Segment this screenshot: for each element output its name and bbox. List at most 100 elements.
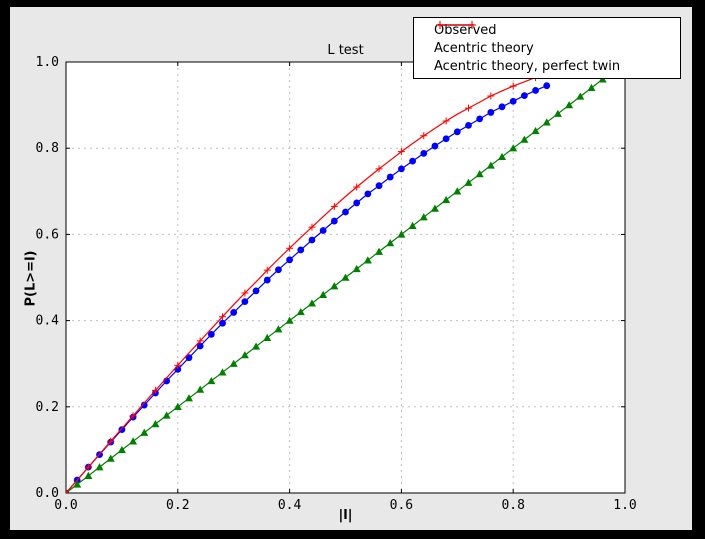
marker-circle	[520, 92, 528, 100]
marker-triangle-up	[95, 463, 104, 471]
marker-triangle-up	[464, 178, 473, 186]
marker-triangle-up	[587, 83, 596, 92]
marker-plus	[174, 361, 182, 369]
marker-plus	[263, 266, 271, 274]
marker-plus	[286, 244, 294, 252]
marker-circle	[308, 236, 316, 244]
marker-triangle-up	[218, 368, 227, 376]
marker-circle	[330, 217, 338, 225]
marker-plus	[442, 117, 450, 125]
marker-circle	[275, 266, 282, 274]
marker-triangle-up	[576, 92, 585, 100]
y-axis-label: P(L>=l)	[23, 250, 39, 307]
marker-circle	[386, 173, 394, 181]
x-tick-label: 0.6	[390, 498, 413, 513]
x-tick-label: 1.0	[613, 498, 636, 513]
marker-circle	[263, 276, 271, 284]
x-axis-label: |l|	[338, 508, 353, 523]
marker-triangle-up	[498, 152, 507, 161]
marker-triangle-up	[553, 109, 562, 117]
marker-circle	[196, 342, 204, 350]
marker-circle	[207, 330, 215, 338]
marker-circle	[118, 426, 126, 434]
marker-triangle-up	[285, 316, 294, 324]
chart-legend: Observed Acentric theory Acentric theory…	[413, 17, 681, 79]
marker-triangle-up	[565, 101, 574, 109]
marker-triangle-up	[386, 239, 395, 247]
marker-circle	[409, 157, 416, 165]
marker-triangle-up	[240, 351, 249, 359]
marker-plus	[151, 386, 159, 394]
marker-triangle-up	[106, 454, 115, 462]
marker-plus	[487, 92, 495, 100]
series-line-acentric-theory-perfect-twin	[66, 73, 547, 493]
marker-plus	[196, 337, 204, 345]
marker-plus	[464, 104, 472, 112]
marker-circle	[476, 115, 484, 123]
marker-circle	[465, 121, 472, 129]
marker-circle	[252, 287, 260, 295]
marker-plus	[375, 165, 383, 173]
y-tick-label: 0.4	[36, 314, 60, 329]
marker-circle	[241, 298, 249, 306]
marker-circle	[498, 103, 506, 111]
marker-triangle-up	[319, 290, 328, 298]
marker-triangle-up	[486, 161, 495, 169]
marker-triangle-up	[408, 221, 417, 229]
marker-triangle-up	[307, 299, 316, 307]
legend-entry-acentric-theory: Acentric theory	[414, 24, 680, 57]
legend-label-perfect-twin: Acentric theory, perfect twin	[434, 58, 621, 74]
marker-circle	[487, 109, 495, 116]
marker-triangle-up	[173, 402, 182, 410]
marker-circle	[185, 354, 193, 362]
marker-triangle-up	[140, 428, 149, 436]
x-tick-label: 0.8	[501, 498, 524, 513]
marker-triangle-up	[229, 359, 238, 367]
y-tick-label: 0.0	[36, 486, 59, 501]
chart-plot-area: 0.0 0.2 0.4 0.6 0.8 1.0 0.0 0.2 0.4 0.6 0.8 1.0	[36, 55, 637, 513]
marker-circle	[353, 199, 361, 207]
figure-canvas: 0.0 0.2 0.4 0.6 0.8 1.0 0.0 0.2 0.4 0.6 0.8 1.0 L t…	[10, 7, 692, 530]
marker-plus	[397, 148, 405, 156]
marker-triangle-up	[430, 204, 439, 212]
marker-plus	[107, 437, 115, 445]
legend-line-perfect-twin-icon	[436, 21, 476, 29]
marker-circle	[342, 208, 349, 216]
marker-triangle-up	[363, 256, 372, 264]
marker-triangle-up	[117, 445, 126, 454]
series-group	[66, 73, 607, 493]
marker-triangle-up	[129, 437, 138, 445]
marker-triangle-up	[73, 480, 82, 488]
marker-triangle-up	[84, 471, 93, 479]
marker-triangle-up	[263, 333, 272, 342]
marker-triangle-up	[196, 385, 205, 393]
marker-circle	[398, 165, 405, 173]
y-tick-label: 0.2	[36, 400, 59, 415]
legend-entry-perfect-twin: Acentric theory, perfect twin	[414, 21, 680, 75]
marker-circle	[543, 82, 551, 90]
marker-triangle-up	[520, 135, 529, 143]
x-tick-label: 0.2	[166, 498, 189, 513]
marker-circle	[509, 97, 517, 105]
marker-triangle-up	[352, 264, 361, 273]
x-tick-label: 0.0	[54, 498, 77, 513]
marker-triangle-up	[184, 394, 193, 402]
marker-triangle-up	[419, 213, 428, 221]
marker-plus	[353, 183, 361, 191]
marker-plus	[420, 132, 428, 140]
marker-plus	[330, 202, 338, 210]
marker-circle	[442, 135, 450, 143]
y-tick-label: 0.6	[36, 227, 59, 242]
marker-triangle-up	[330, 282, 339, 290]
marker-circle	[431, 142, 439, 150]
marker-triangle-up	[509, 144, 518, 152]
marker-plus	[509, 82, 517, 90]
marker-circle	[319, 227, 327, 234]
marker-triangle-up	[453, 187, 462, 195]
marker-triangle-up	[252, 342, 261, 350]
marker-triangle-up	[397, 230, 406, 238]
marker-triangle-up	[207, 376, 216, 385]
marker-plus	[84, 463, 92, 471]
marker-triangle-up	[151, 420, 160, 428]
